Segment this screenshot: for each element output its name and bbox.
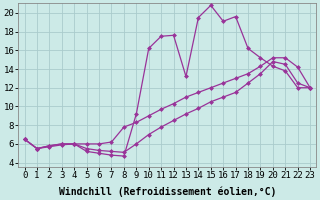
X-axis label: Windchill (Refroidissement éolien,°C): Windchill (Refroidissement éolien,°C) <box>59 186 276 197</box>
